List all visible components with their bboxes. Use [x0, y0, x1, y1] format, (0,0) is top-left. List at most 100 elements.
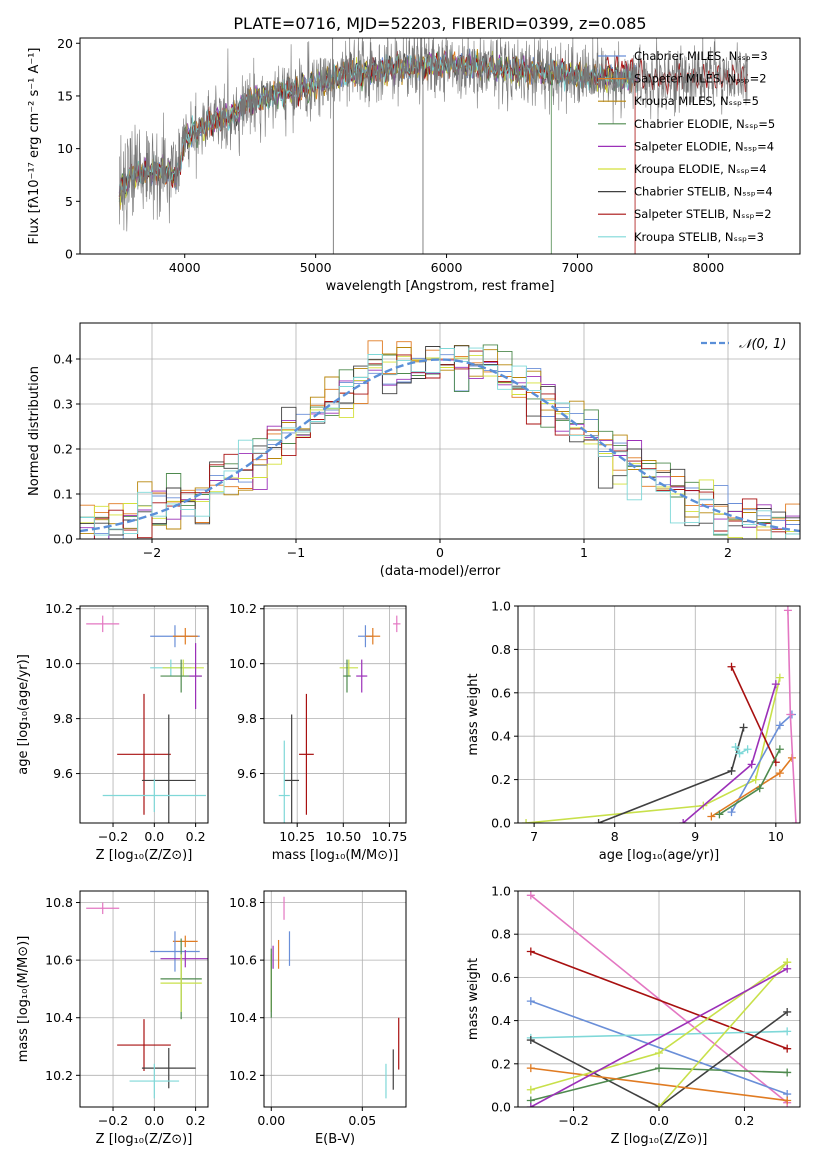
y-tick-label: 9.6 — [53, 766, 73, 781]
y-tick-label: 10.4 — [229, 1010, 257, 1025]
series-line — [658, 961, 788, 1107]
y-tick-label: 0.0 — [491, 816, 511, 831]
y-tick-label: 0.4 — [491, 729, 511, 744]
y-tick-label: 10.4 — [45, 1010, 73, 1025]
x-tick-label: 2 — [724, 545, 732, 560]
x-tick-label: 7000 — [562, 260, 594, 275]
plot-area-mass_vs_EBV — [270, 896, 400, 1099]
axes-frame — [79, 37, 801, 255]
legend-entry: Chabrier ELODIE, Nₛₛₚ=5 — [598, 117, 775, 131]
plot-area-age_vs_mass — [278, 615, 401, 823]
y-tick-label: 10.2 — [229, 1068, 257, 1083]
errorbar-point — [343, 659, 351, 693]
y-tick-label: 0.4 — [491, 1013, 511, 1028]
errorbar-point — [86, 902, 120, 915]
x-axis-label: Z [log₁₀(Z/Z⊙)] — [611, 1132, 708, 1147]
x-axis-label: Z [log₁₀(Z/Z⊙)] — [96, 848, 193, 863]
errorbar-point — [162, 659, 204, 677]
x-tick-label: 10.25 — [279, 829, 315, 844]
x-tick-label: 10.50 — [325, 829, 361, 844]
axes-frame — [263, 890, 407, 1108]
legend-entry: Salpeter MILES, Nₛₛₚ=2 — [598, 72, 767, 86]
axes-frame — [263, 605, 407, 824]
legend-entry: Kroupa MILES, Nₛₛₚ=5 — [598, 94, 759, 108]
y-tick-label: 10.8 — [229, 895, 257, 910]
histogram-series — [80, 347, 800, 539]
y-tick-label: 10.6 — [229, 953, 257, 968]
series-marker — [526, 947, 535, 956]
series-marker — [786, 710, 795, 719]
axes-frame — [79, 605, 209, 824]
series-marker — [783, 1027, 792, 1036]
series-marker — [791, 819, 800, 823]
legend-entry: Chabrier MILES, Nₛₛₚ=3 — [598, 49, 768, 63]
series-marker — [783, 1044, 792, 1053]
panel-age_vs_Z: −0.2 0.0 0.2 9.6 9.8 10.0 10.2 Z [log₁₀(Z/Z⊙)] a… — [16, 601, 209, 863]
series-marker — [707, 812, 716, 821]
series-line — [530, 968, 788, 1107]
errorbar-point — [278, 740, 290, 823]
svg-text:𝒩(0, 1): 𝒩(0, 1) — [739, 337, 786, 352]
y-tick-label: 1.0 — [491, 599, 511, 614]
series-marker — [735, 749, 744, 758]
x-axis-label: mass [log₁₀(M/M⊙)] — [272, 848, 399, 863]
errorbar-point — [117, 693, 171, 815]
y-tick-label: 0.4 — [53, 352, 73, 367]
normal-curve — [80, 358, 800, 533]
series-line — [530, 894, 788, 1104]
y-tick-label: 0.2 — [491, 772, 511, 787]
series-marker — [727, 808, 736, 817]
series-marker — [522, 819, 531, 823]
panel-spectrum: 4000 5000 6000 7000 8000 0 5 10 15 20 wavelength [… — [27, 36, 801, 294]
svg-text:Chabrier STELIB, Nₛₛₚ=4: Chabrier STELIB, Nₛₛₚ=4 — [634, 185, 773, 199]
series-marker — [775, 769, 784, 778]
y-tick-label: 9.8 — [53, 711, 73, 726]
series-marker — [739, 723, 748, 732]
x-axis-label: Z [log₁₀(Z/Z⊙)] — [96, 1132, 193, 1147]
y-tick-label: 0.6 — [491, 685, 511, 700]
errorbar-point — [339, 659, 359, 677]
series-marker — [655, 1103, 663, 1107]
panel-massweight_vs_age: 7 8 9 10 0.0 0.2 0.4 0.6 0.8 1.0 age [log₁₀(age/yr… — [466, 599, 801, 863]
errorbar-point — [365, 627, 381, 645]
x-tick-label: 1 — [580, 545, 588, 560]
plot-area-spectrum — [118, 38, 749, 254]
series-marker — [655, 1049, 663, 1057]
y-axis-label: Flux [fλ10⁻¹⁷ erg cm⁻² s⁻¹ A⁻¹] — [27, 48, 42, 245]
series-marker — [743, 745, 752, 754]
series-marker — [783, 964, 792, 973]
series-line — [730, 666, 777, 763]
legend-entry: Chabrier STELIB, Nₛₛₚ=4 — [598, 185, 773, 199]
errorbar-point — [299, 693, 314, 815]
series-marker — [771, 680, 780, 689]
plot-area-massweight_vs_age — [522, 606, 800, 823]
y-axis-label: Normed distribution — [27, 366, 42, 496]
series-marker — [526, 891, 535, 900]
errorbar-point — [117, 1019, 171, 1071]
panel-residuals: −2 −1 0 1 2 0.0 0.1 0.2 0.3 0.4 (data-model)/error… — [27, 322, 801, 579]
y-tick-label: 10.2 — [229, 601, 257, 616]
series-marker — [783, 1096, 792, 1105]
errorbar-point — [150, 931, 200, 972]
svg-text:Kroupa ELODIE, Nₛₛₚ=4: Kroupa ELODIE, Nₛₛₚ=4 — [634, 162, 767, 176]
x-axis-label: (data-model)/error — [380, 564, 501, 579]
x-tick-label: 0.00 — [257, 1113, 285, 1128]
panel-age_vs_mass: 10.25 10.50 10.75 9.6 9.8 10.0 10.2 mass [log₁₀… — [229, 601, 407, 863]
series-marker — [526, 1036, 535, 1045]
errorbar-point — [356, 659, 368, 693]
x-tick-label: −0.2 — [558, 1113, 588, 1128]
panel-mass_vs_EBV: 0.00 0.05 10.2 10.4 10.6 10.8 E(B-V) — [229, 890, 407, 1147]
svg-text:Kroupa MILES, Nₛₛₚ=5: Kroupa MILES, Nₛₛₚ=5 — [634, 94, 759, 108]
series-line — [530, 1000, 788, 1095]
legend-entry: 𝒩(0, 1) — [701, 337, 786, 352]
svg-text:Chabrier ELODIE, Nₛₛₚ=5: Chabrier ELODIE, Nₛₛₚ=5 — [634, 117, 775, 131]
observed-spectrum-line — [119, 38, 748, 232]
series-line — [530, 1011, 788, 1107]
y-tick-label: 10.8 — [45, 895, 73, 910]
legend-entry: Salpeter STELIB, Nₛₛₚ=2 — [598, 207, 772, 221]
x-axis-label: E(B-V) — [315, 1132, 355, 1147]
y-tick-label: 0.0 — [53, 532, 73, 547]
plot-area-mass_vs_Z — [86, 902, 208, 1099]
y-tick-label: 0.8 — [491, 642, 511, 657]
